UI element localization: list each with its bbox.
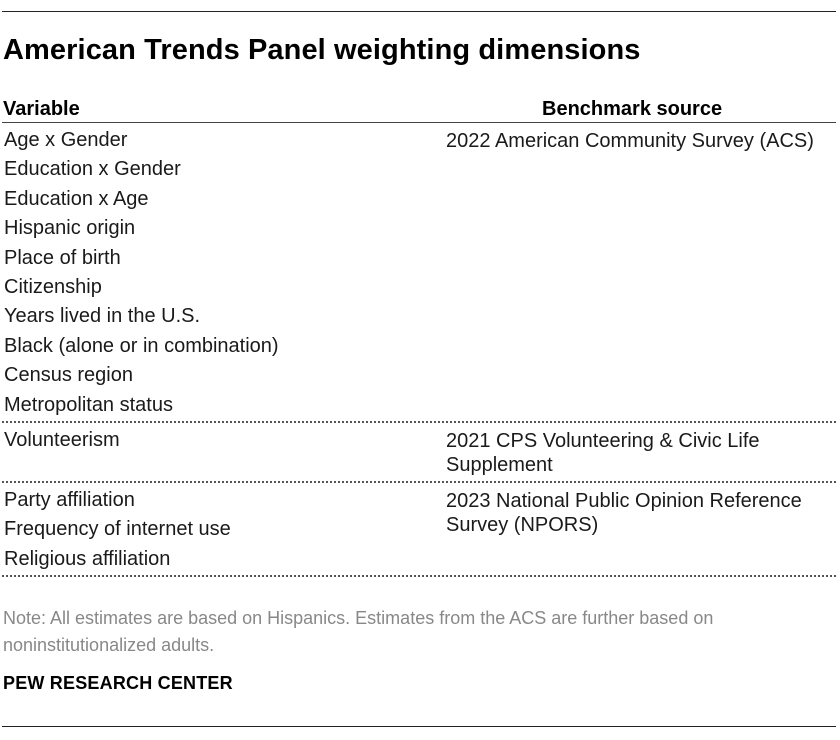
- variable-item: Frequency of internet use: [4, 518, 231, 541]
- bottom-rule: [2, 726, 836, 727]
- variable-item: Education x Age: [4, 187, 149, 210]
- variable-list: Age x Gender Education x Gender Educatio…: [4, 126, 279, 420]
- group-divider: [2, 481, 836, 483]
- variable-list: Party affiliation Frequency of internet …: [4, 486, 231, 574]
- variable-item: Volunteerism: [4, 429, 120, 451]
- variable-item: Citizenship: [4, 276, 102, 299]
- source-organization: PEW RESEARCH CENTER: [3, 673, 233, 693]
- footnote: Note: All estimates are based on Hispani…: [3, 608, 714, 655]
- variable-item: Religious affiliation: [4, 547, 171, 570]
- header-rule: [2, 122, 836, 123]
- benchmark-source: 2023 National Public Opinion Reference S…: [446, 490, 802, 536]
- group-divider: [2, 575, 836, 577]
- benchmark-source: 2021 CPS Volunteering & Civic Life Suppl…: [446, 430, 760, 476]
- variable-list: Volunteerism: [4, 426, 120, 455]
- variable-item: Place of birth: [4, 246, 121, 269]
- variable-item: Hispanic origin: [4, 217, 136, 240]
- benchmark-source: 2022 American Community Survey (ACS): [446, 130, 814, 152]
- top-rule: [2, 11, 836, 12]
- variable-item: Census region: [4, 364, 133, 387]
- group-divider: [2, 421, 836, 423]
- variable-item: Years lived in the U.S.: [4, 305, 201, 328]
- variable-item: Black (alone or in combination): [4, 334, 279, 357]
- variable-item: Education x Gender: [4, 158, 181, 181]
- variable-item: Metropolitan status: [4, 393, 173, 416]
- column-header-variable: Variable: [3, 98, 80, 120]
- variable-item: Party affiliation: [4, 489, 135, 511]
- variable-item: Age x Gender: [4, 129, 128, 151]
- column-header-benchmark-source: Benchmark source: [542, 98, 723, 120]
- page-title: American Trends Panel weighting dimensio…: [3, 34, 641, 66]
